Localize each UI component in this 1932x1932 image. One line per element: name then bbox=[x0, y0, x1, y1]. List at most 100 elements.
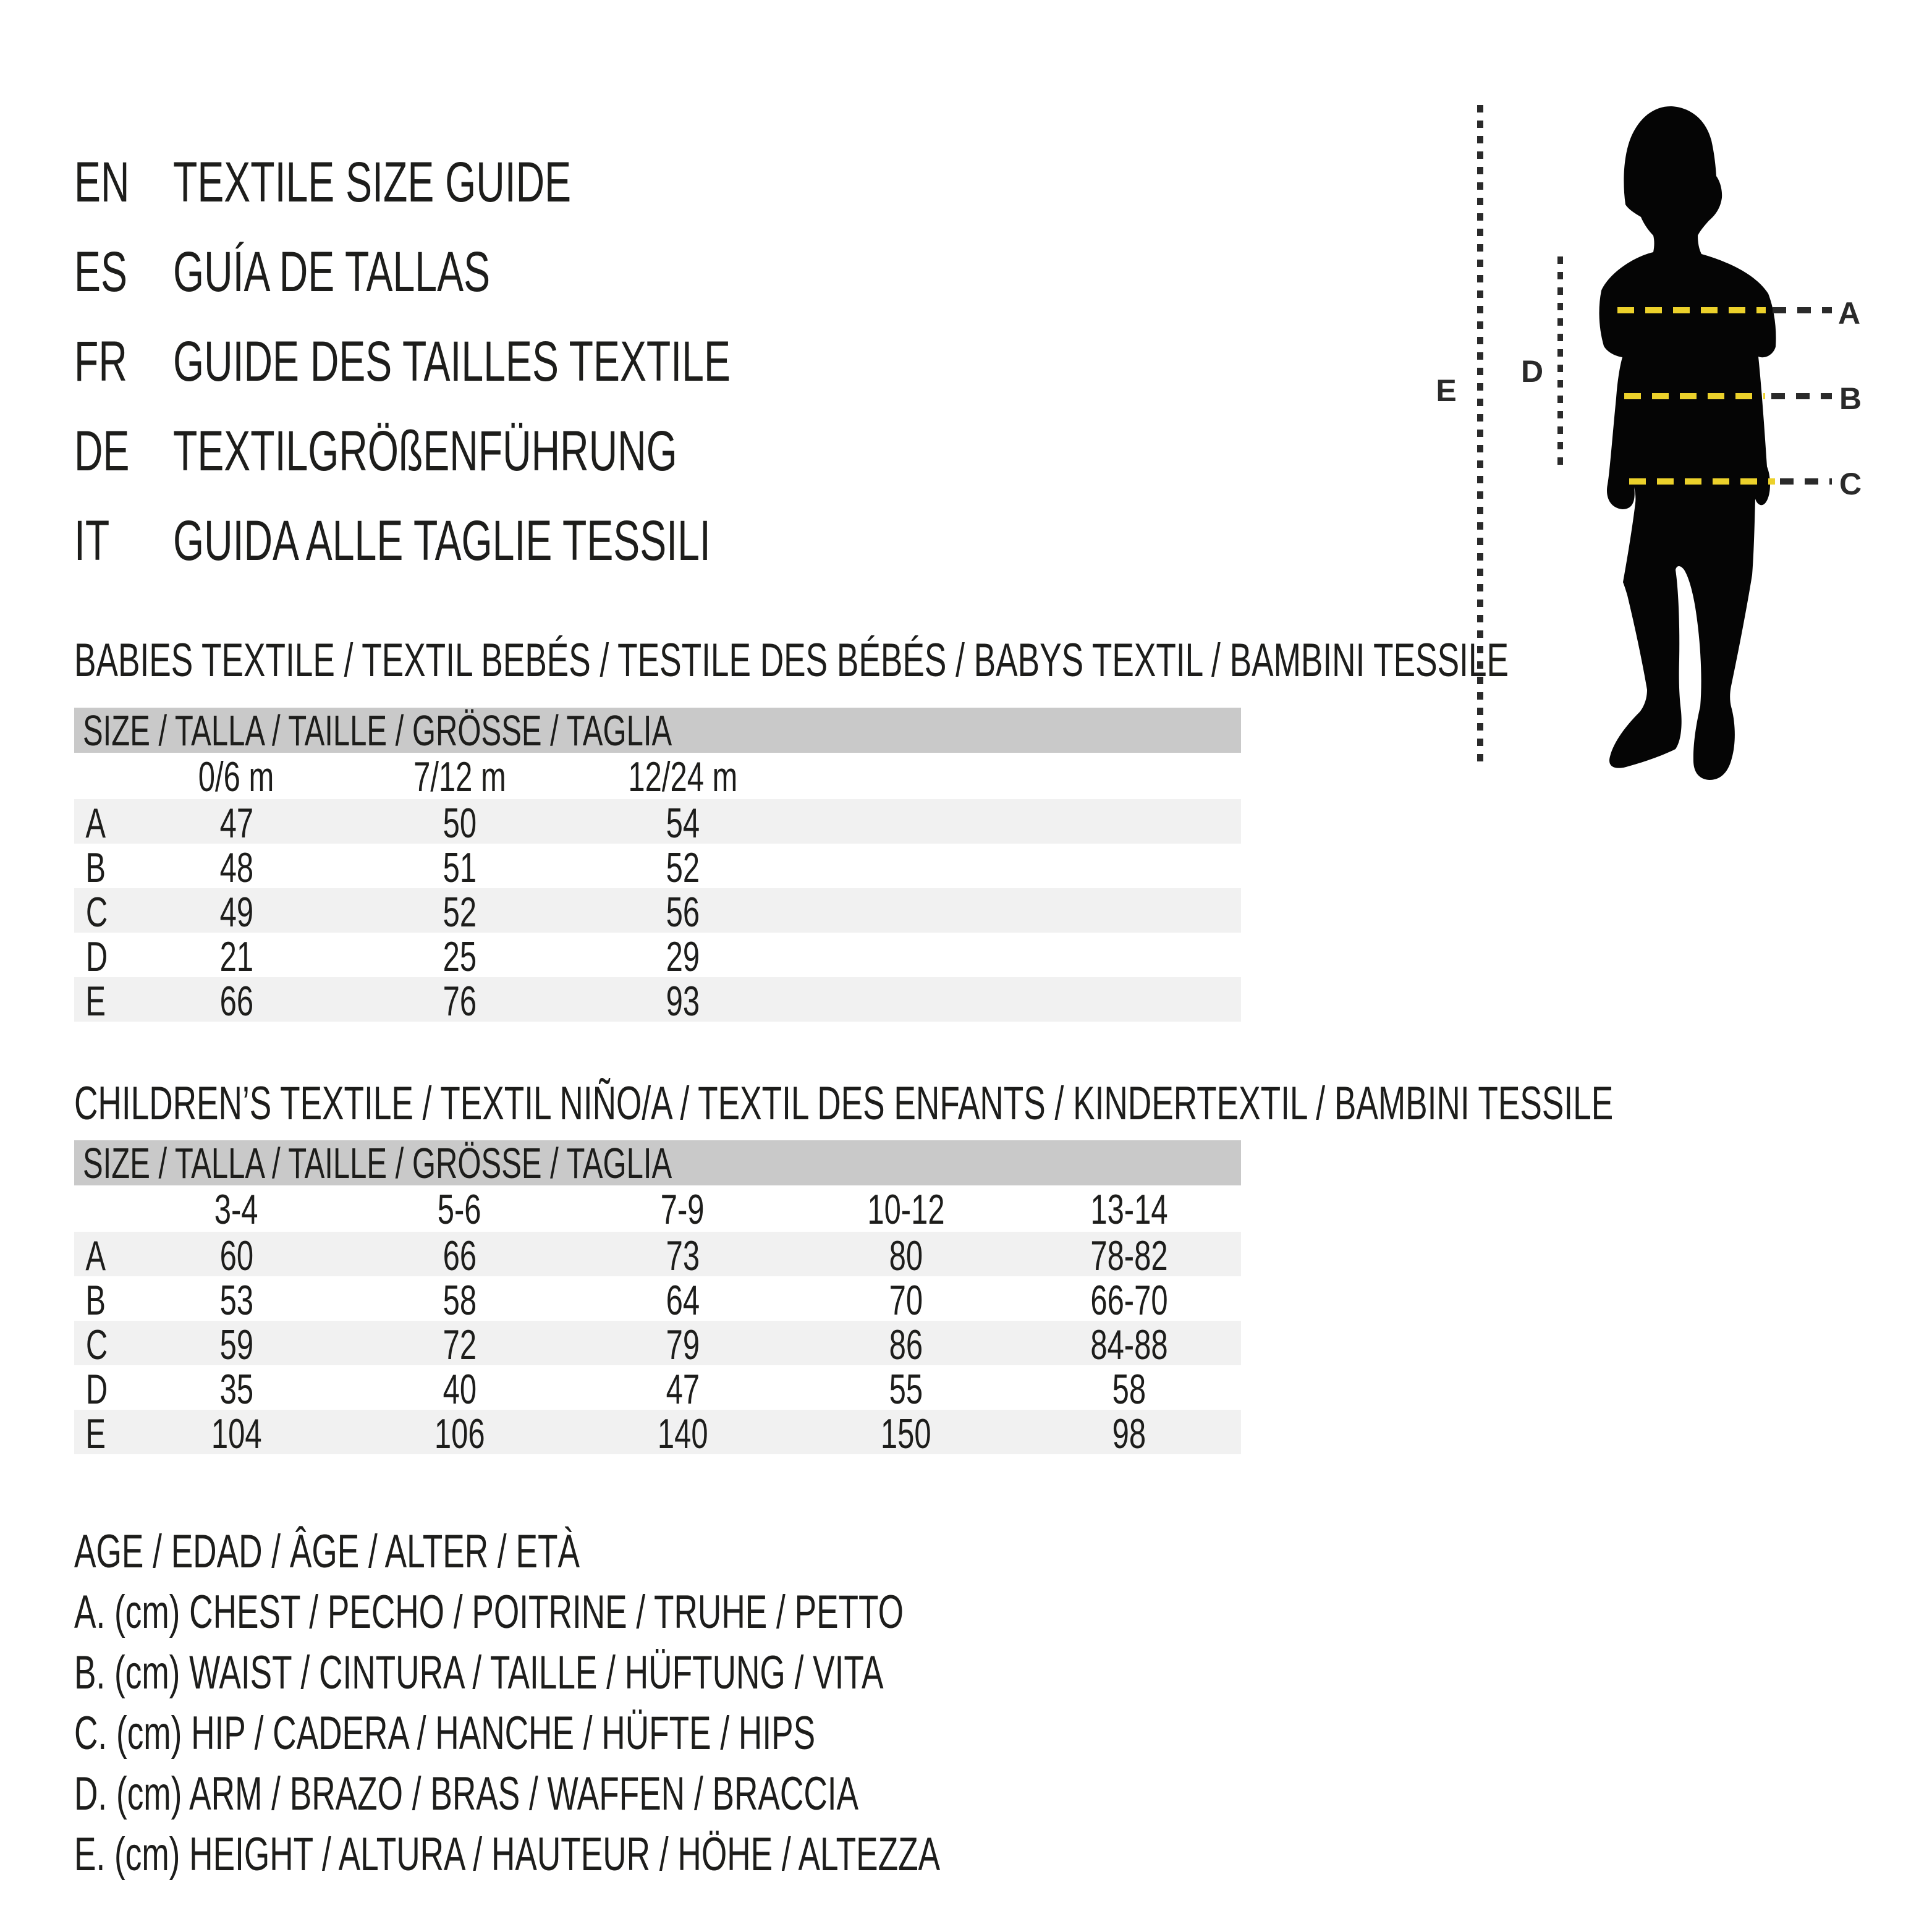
value-cell: 140 bbox=[571, 1410, 794, 1458]
value-text: 35 bbox=[219, 1366, 253, 1413]
value-cell: 56 bbox=[571, 888, 794, 936]
value-text: 56 bbox=[666, 889, 700, 936]
value-cell: 35 bbox=[125, 1365, 348, 1413]
children-table: SIZE / TALLA / TAILLE / GRÖSSE / TAGLIA … bbox=[74, 1138, 1241, 1457]
hip-line-yellow bbox=[1629, 478, 1775, 485]
figure-label-c: C bbox=[1839, 467, 1862, 501]
legend-row-height: E. (cm) HEIGHT / ALTURA / HAUTEUR / HÖHE… bbox=[74, 1824, 1311, 1885]
lang-title: TEXTILGRÖßENFÜHRUNG bbox=[173, 420, 677, 483]
legend-text: B. (cm) WAIST / CINTURA / TAILLE / HÜFTU… bbox=[74, 1646, 884, 1699]
column-header: 10-12 bbox=[794, 1185, 1017, 1234]
column-header-text: 7-9 bbox=[661, 1186, 705, 1233]
row-label-text: D bbox=[85, 1366, 108, 1413]
value-cell: 66 bbox=[348, 1232, 571, 1280]
row-label: E bbox=[74, 1410, 125, 1458]
table-row: C 59 72 79 86 84-88 bbox=[74, 1321, 1241, 1368]
row-label: C bbox=[74, 1321, 125, 1369]
table-row: C 49 52 56 bbox=[74, 888, 1241, 936]
value-text: 73 bbox=[666, 1232, 700, 1279]
value-cell: 104 bbox=[125, 1410, 348, 1458]
value-cell: 52 bbox=[348, 888, 571, 936]
value-text: 60 bbox=[219, 1232, 253, 1279]
figure-label-e: E bbox=[1436, 373, 1457, 408]
empty-cell bbox=[794, 753, 1017, 801]
figure-label-d: D bbox=[1520, 354, 1544, 389]
value-text: 150 bbox=[880, 1410, 931, 1457]
value-text: 47 bbox=[666, 1366, 700, 1413]
lang-title: GUIDE DES TAILLES TEXTILE bbox=[173, 330, 731, 393]
lang-row-de: DE TEXTILGRÖßENFÜHRUNG bbox=[74, 406, 893, 496]
value-text: 76 bbox=[443, 978, 477, 1025]
value-text: 70 bbox=[889, 1277, 923, 1324]
children-section-title: CHILDREN’S TEXTILE / TEXTIL NIÑO/A / TEX… bbox=[74, 1078, 1932, 1129]
lang-row-fr: FR GUIDE DES TAILLES TEXTILE bbox=[74, 316, 969, 407]
row-label-text: A bbox=[85, 800, 106, 847]
value-text: 58 bbox=[443, 1277, 477, 1324]
table-row: D 21 25 29 bbox=[74, 933, 1241, 980]
value-text: 55 bbox=[889, 1366, 923, 1413]
value-cell: 29 bbox=[571, 933, 794, 981]
legend-row-waist: B. (cm) WAIST / CINTURA / TAILLE / HÜFTU… bbox=[74, 1643, 1231, 1703]
value-cell: 47 bbox=[125, 799, 348, 847]
column-header-text: 3-4 bbox=[214, 1186, 258, 1233]
value-cell: 79 bbox=[571, 1321, 794, 1369]
value-text: 54 bbox=[666, 800, 700, 847]
lang-row-it: IT GUIDA ALLE TAGLIE TESSILI bbox=[74, 496, 941, 586]
value-cell: 66 bbox=[125, 977, 348, 1025]
row-label-text: C bbox=[85, 1321, 108, 1368]
row-label-text: E bbox=[85, 978, 106, 1025]
value-text: 80 bbox=[889, 1232, 923, 1279]
value-cell: 40 bbox=[348, 1365, 571, 1413]
column-header: 7/12 m bbox=[348, 753, 571, 801]
column-header-text: 7/12 m bbox=[413, 753, 506, 800]
value-text: 59 bbox=[219, 1321, 253, 1368]
lang-title: TEXTILE SIZE GUIDE bbox=[173, 151, 572, 214]
value-text: 58 bbox=[1112, 1366, 1146, 1413]
legend-row-chest: A. (cm) CHEST / PECHO / POITRINE / TRUHE… bbox=[74, 1582, 1259, 1643]
lang-code: IT bbox=[74, 496, 173, 586]
column-header-text: 5-6 bbox=[438, 1186, 481, 1233]
column-header: 3-4 bbox=[125, 1185, 348, 1234]
lang-row-es: ES GUÍA DE TALLAS bbox=[74, 227, 626, 317]
column-header: 7-9 bbox=[571, 1185, 794, 1234]
value-text: 50 bbox=[443, 800, 477, 847]
value-text: 21 bbox=[219, 933, 253, 980]
children-size-header-text: SIZE / TALLA / TAILLE / GRÖSSE / TAGLIA bbox=[83, 1138, 672, 1187]
lang-code-text: EN bbox=[74, 151, 130, 214]
value-text: 84-88 bbox=[1090, 1321, 1168, 1368]
empty-cell bbox=[1017, 977, 1240, 1025]
value-cell: 52 bbox=[571, 844, 794, 892]
column-header-text: 13-14 bbox=[1090, 1186, 1168, 1233]
value-cell: 58 bbox=[1017, 1365, 1240, 1413]
value-cell: 47 bbox=[571, 1365, 794, 1413]
lang-title: GUÍA DE TALLAS bbox=[173, 240, 491, 303]
empty-cell bbox=[1017, 753, 1240, 801]
empty-cell bbox=[1017, 799, 1240, 847]
lang-code: FR bbox=[74, 316, 173, 407]
empty-cell bbox=[794, 977, 1017, 1025]
row-label-text: D bbox=[85, 933, 108, 980]
babies-section-title: BABIES TEXTILE / TEXTIL BEBÉS / TESTILE … bbox=[74, 635, 1932, 686]
value-cell: 84-88 bbox=[1017, 1321, 1240, 1369]
row-label: B bbox=[74, 844, 125, 892]
babies-section-title-text: BABIES TEXTILE / TEXTIL BEBÉS / TESTILE … bbox=[74, 634, 1509, 687]
lang-code-text: DE bbox=[74, 420, 130, 483]
column-header-text: 12/24 m bbox=[628, 753, 737, 800]
figure-label-a: A bbox=[1837, 296, 1861, 331]
lang-title: GUIDA ALLE TAGLIE TESSILI bbox=[173, 509, 711, 572]
table-row: A 60 66 73 80 78-82 bbox=[74, 1232, 1241, 1279]
row-label: D bbox=[74, 933, 125, 981]
value-text: 86 bbox=[889, 1321, 923, 1368]
chest-line-yellow bbox=[1617, 307, 1766, 313]
value-text: 40 bbox=[443, 1366, 477, 1413]
figure-label-b: B bbox=[1839, 381, 1862, 416]
value-cell: 50 bbox=[348, 799, 571, 847]
row-label: A bbox=[74, 799, 125, 847]
column-header: 13-14 bbox=[1017, 1185, 1240, 1234]
column-header: 5-6 bbox=[348, 1185, 571, 1234]
value-text: 52 bbox=[443, 889, 477, 936]
table-row: B 53 58 64 70 66-70 bbox=[74, 1276, 1241, 1324]
babies-size-header-text: SIZE / TALLA / TAILLE / GRÖSSE / TAGLIA bbox=[83, 706, 672, 755]
value-text: 66 bbox=[443, 1232, 477, 1279]
